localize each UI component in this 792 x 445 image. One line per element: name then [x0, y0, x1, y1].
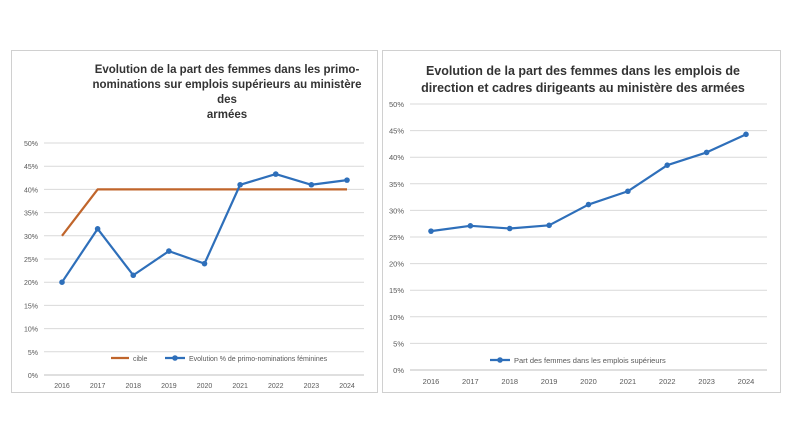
- y-tick-label: 10%: [24, 327, 38, 334]
- data-point: [94, 226, 101, 232]
- x-tick-label: 2021: [620, 377, 637, 386]
- data-point: [272, 171, 279, 177]
- chart-title-line: direction et cadres dirigeants au minist…: [421, 81, 745, 95]
- data-point: [546, 222, 552, 229]
- chart-title-right: Evolution de la part des femmes dans les…: [398, 63, 768, 97]
- y-tick-label: 30%: [389, 206, 404, 215]
- y-tick-label: 50%: [389, 100, 404, 109]
- legend-label: Evolution % de primo-nominations féminin…: [189, 356, 328, 363]
- data-point: [585, 201, 592, 208]
- chart-title-line: Evolution de la part des femmes dans les…: [94, 64, 360, 76]
- y-tick-label: 35%: [24, 211, 38, 218]
- data-point: [703, 149, 710, 156]
- y-tick-label: 5%: [393, 339, 404, 348]
- x-tick-label: 2023: [698, 377, 715, 386]
- chart-title-line: nominations sur emplois supérieurs au mi…: [92, 79, 362, 106]
- data-point: [237, 181, 243, 188]
- y-tick-label: 40%: [389, 153, 404, 162]
- x-tick-label: 2018: [125, 383, 141, 390]
- chart-panel-left: Evolution de la part des femmes dans les…: [11, 50, 378, 393]
- x-tick-label: 2016: [54, 383, 70, 390]
- x-tick-label: 2017: [90, 383, 106, 390]
- x-tick-label: 2022: [659, 377, 676, 386]
- y-tick-label: 20%: [24, 280, 38, 287]
- chart-title-line: armées: [206, 109, 248, 121]
- y-tick-label: 45%: [24, 164, 38, 171]
- chart-title-line: Evolution de la part des femmes dans les…: [426, 64, 740, 78]
- x-tick-label: 2017: [462, 377, 479, 386]
- x-tick-label: 2024: [339, 383, 355, 390]
- x-tick-label: 2024: [738, 377, 755, 386]
- legend-label: cible: [133, 356, 148, 363]
- x-tick-label: 2020: [197, 383, 213, 390]
- y-tick-label: 5%: [28, 350, 38, 357]
- chart-panel-right: Evolution de la part des femmes dans les…: [382, 50, 781, 393]
- legend-marker: [497, 357, 503, 363]
- legend-label: Part des femmes dans les emplois supérie…: [514, 356, 666, 365]
- data-point: [130, 272, 137, 279]
- y-tick-label: 35%: [389, 180, 404, 189]
- chart-svg-right: 0% 5% 10% 15% 20% 25% 30% 35% 40% 45% 50% 2016 2017 2…: [389, 100, 767, 386]
- y-tick-label: 20%: [389, 260, 404, 269]
- data-point: [506, 225, 513, 232]
- y-tick-label: 0%: [393, 366, 404, 375]
- data-point: [428, 228, 434, 234]
- y-tick-label: 25%: [24, 257, 38, 264]
- x-tick-label: 2016: [423, 377, 440, 386]
- data-point: [743, 131, 749, 138]
- y-tick-label: 0%: [28, 373, 38, 380]
- data-point: [467, 223, 474, 229]
- x-tick-label: 2022: [268, 383, 284, 390]
- y-tick-label: 45%: [389, 127, 404, 136]
- x-tick-label: 2021: [232, 383, 248, 390]
- y-tick-label: 15%: [389, 286, 404, 295]
- y-tick-label: 30%: [24, 234, 38, 241]
- chart-svg-left: 0% 5% 10% 15% 20% 25% 30% 35% 40% 45% 50% 2016 2017 2…: [24, 141, 364, 390]
- y-tick-label: 50%: [24, 141, 38, 148]
- y-tick-label: 40%: [24, 187, 38, 194]
- x-tick-label: 2019: [541, 377, 558, 386]
- data-point: [625, 188, 631, 195]
- y-tick-label: 10%: [389, 313, 404, 322]
- data-point: [201, 260, 208, 267]
- x-tick-label: 2020: [580, 377, 597, 386]
- data-point: [308, 181, 315, 188]
- chart-title-left: Evolution de la part des femmes dans les…: [82, 63, 372, 123]
- series-line: [61, 188, 347, 237]
- series-line: [430, 133, 747, 233]
- y-tick-label: 25%: [389, 233, 404, 242]
- x-tick-label: 2018: [501, 377, 518, 386]
- x-tick-label: 2023: [304, 383, 320, 390]
- data-point: [59, 279, 65, 285]
- legend-marker: [172, 355, 178, 361]
- y-tick-label: 15%: [24, 303, 38, 310]
- x-tick-label: 2019: [161, 383, 177, 390]
- data-point: [166, 248, 172, 254]
- data-point: [344, 177, 350, 183]
- data-point: [664, 162, 671, 168]
